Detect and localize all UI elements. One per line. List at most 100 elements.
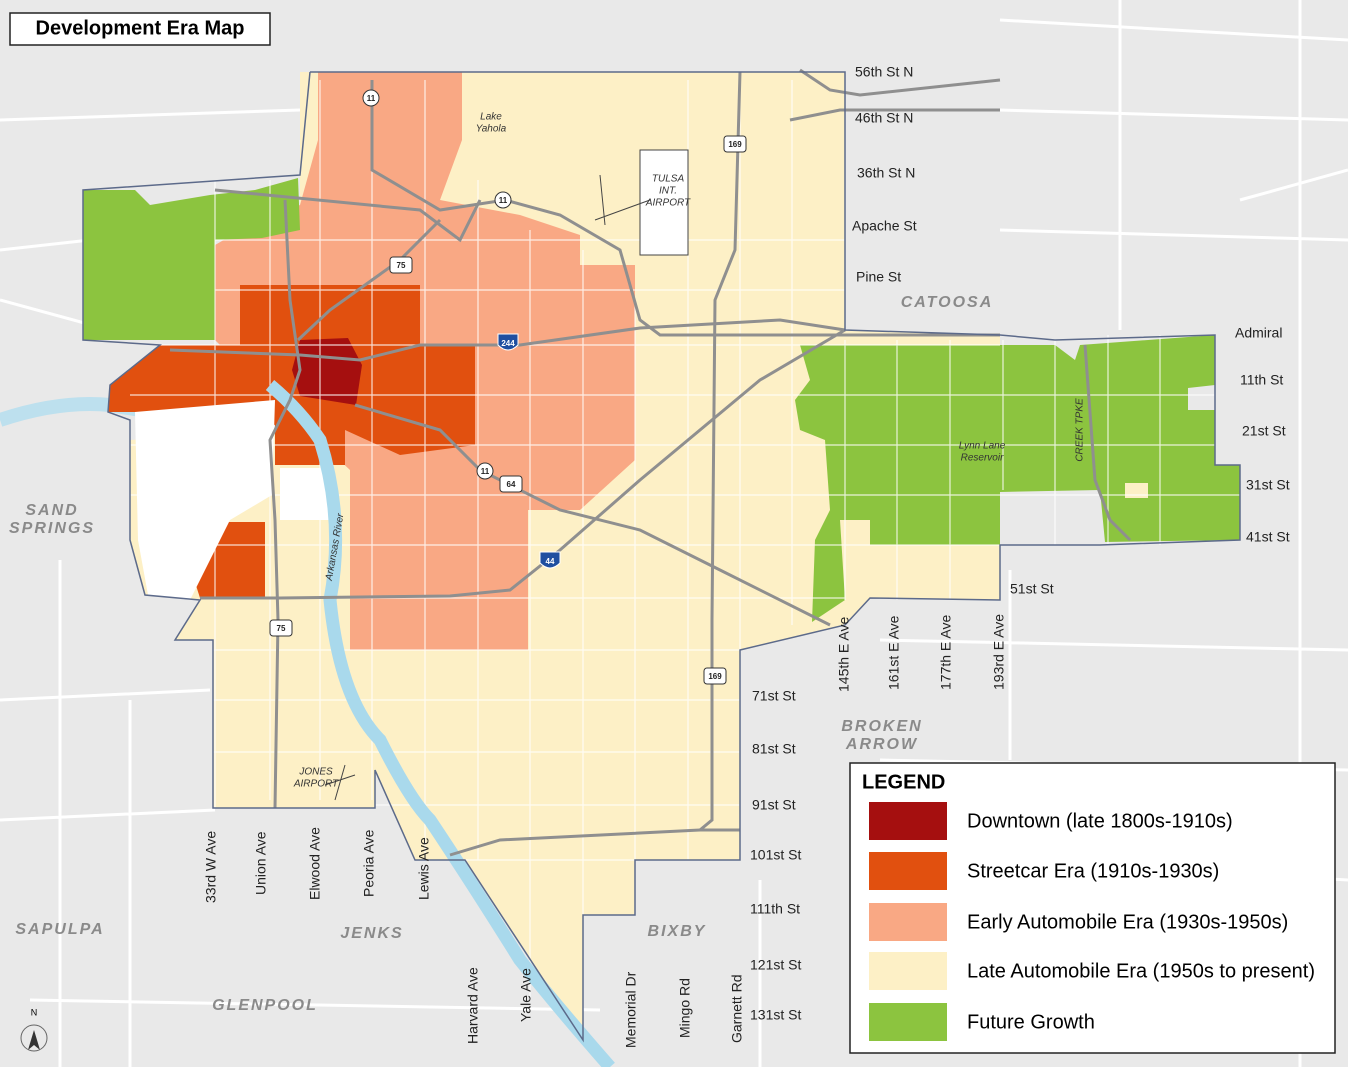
development-era-area	[83, 178, 300, 340]
avenue-label: Elwood Ave	[307, 827, 323, 900]
legend-swatch	[869, 903, 947, 941]
avenue-label: 177th E Ave	[938, 615, 954, 690]
compass-circle	[20, 1024, 48, 1052]
street-label: 56th St N	[855, 64, 913, 80]
street-label: 131st St	[750, 1007, 801, 1023]
shield-label: 244	[501, 339, 515, 348]
development-era-area	[1125, 483, 1148, 498]
legend: LEGEND Downtown (late 1800s-1910s) Street…	[849, 762, 1336, 1054]
street-label: 41st St	[1246, 529, 1290, 545]
us-shield	[269, 619, 293, 637]
legend-swatch	[869, 852, 947, 890]
river-west	[0, 397, 142, 427]
street-label: 91st St	[752, 797, 796, 813]
avenue-label: 145th E Ave	[836, 617, 852, 692]
legend-label: Late Automobile Era (1950s to present)	[967, 960, 1315, 982]
avenue-label: Memorial Dr	[623, 971, 639, 1048]
us-shield	[499, 475, 523, 493]
feature-label: Lynn Lane	[959, 441, 1006, 452]
shield-label: 75	[397, 261, 406, 270]
street-label: 71st St	[752, 688, 796, 704]
street-label: 111th St	[750, 901, 800, 917]
street-label: 31st St	[1246, 477, 1290, 493]
street-label: Apache St	[852, 218, 917, 234]
street-label: 121st St	[750, 957, 801, 973]
city-label: CATOOSA	[901, 294, 994, 311]
avenue-label: Garnett Rd	[729, 975, 745, 1043]
shield-label: 169	[708, 672, 722, 681]
city-label: JENKS	[340, 925, 403, 942]
legend-swatch	[869, 952, 947, 990]
compass-label: N	[31, 1007, 38, 1017]
city-label: SPRINGS	[9, 520, 95, 537]
airports	[324, 149, 689, 801]
compass-arrow	[28, 1030, 40, 1050]
city-label: BIXBY	[648, 923, 707, 940]
legend-swatch	[869, 802, 947, 840]
feature-label: INT.	[659, 186, 677, 197]
feature-label: AIRPORT	[645, 198, 691, 209]
avenue-label: Lewis Ave	[416, 837, 432, 900]
city-label: GLENPOOL	[212, 997, 318, 1014]
state-shield	[476, 462, 494, 480]
avenue-label: Harvard Ave	[465, 967, 481, 1044]
legend-title: LEGEND	[862, 771, 945, 793]
interstate-shield	[497, 333, 519, 351]
legend-label: Streetcar Era (1910s-1930s)	[967, 860, 1219, 882]
legend-label: Early Automobile Era (1930s-1950s)	[967, 911, 1288, 933]
street-label: 46th St N	[855, 110, 913, 126]
avenue-label: Mingo Rd	[677, 978, 693, 1038]
development-era-area	[108, 285, 475, 465]
feature-label: Reservoir	[961, 453, 1004, 464]
shield-label: 44	[546, 557, 555, 566]
avenue-label: 33rd W Ave	[203, 831, 219, 903]
feature-label: CREEK TPKE	[1075, 398, 1086, 462]
avenue-label: Yale Ave	[518, 968, 534, 1022]
avenue-label: Union Ave	[253, 831, 269, 895]
city-limits	[82, 71, 1241, 1043]
highways	[169, 68, 1132, 857]
street-label: 36th St N	[857, 165, 915, 181]
legend-swatch	[869, 1003, 947, 1041]
legend-label: Future Growth	[967, 1011, 1095, 1033]
feature-label: JONES	[298, 767, 333, 778]
feature-label: TULSA	[652, 174, 685, 185]
street-grid	[130, 80, 1240, 1000]
street-label: Admiral	[1235, 325, 1282, 341]
street-label: Pine St	[856, 269, 901, 285]
feature-label: AIRPORT	[293, 779, 339, 790]
legend-label: Downtown (late 1800s-1910s)	[967, 810, 1233, 832]
shield-label: 11	[367, 94, 376, 103]
us-shield	[703, 667, 727, 685]
development-era-area	[795, 335, 1240, 622]
street-label: 11th St	[1240, 372, 1283, 388]
state-shield	[362, 89, 380, 107]
street-label: 51st St	[1010, 581, 1054, 597]
excluded-area	[135, 400, 275, 600]
map-title: Development Era Map	[36, 17, 245, 39]
interstate-shield	[539, 551, 561, 569]
city-label: SAPULPA	[15, 921, 104, 938]
shield-label: 64	[507, 480, 516, 489]
street-label: 21st St	[1242, 423, 1286, 439]
city-label: ARROW	[845, 736, 918, 753]
feature-label: Lake	[480, 112, 502, 123]
avenue-label: 193rd E Ave	[991, 614, 1007, 690]
us-shield	[389, 256, 413, 274]
avenue-label: 161st E Ave	[886, 615, 902, 690]
avenue-label: Peoria Ave	[361, 829, 377, 897]
shield-label: 11	[481, 467, 490, 476]
shield-label: 169	[728, 140, 742, 149]
us-shield	[723, 135, 747, 153]
street-label: 81st St	[752, 741, 796, 757]
shield-label: 11	[499, 196, 508, 205]
arkansas-river	[265, 380, 615, 1067]
excluded-area	[280, 468, 330, 520]
title-box	[9, 12, 271, 46]
feature-label: Yahola	[476, 124, 507, 135]
city-label: BROKEN	[841, 718, 922, 735]
city-label: SAND	[25, 502, 78, 519]
state-shield	[494, 191, 512, 209]
shield-label: 75	[277, 624, 286, 633]
